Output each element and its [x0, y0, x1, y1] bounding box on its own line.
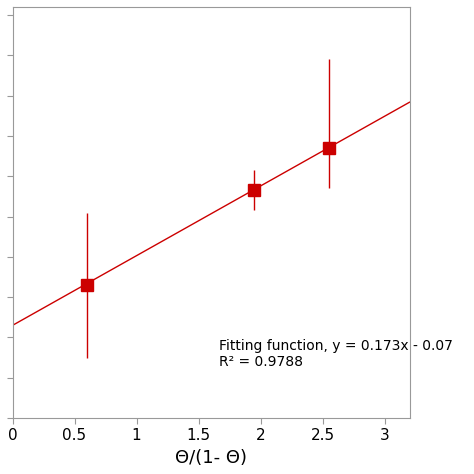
X-axis label: Θ/(1- Θ): Θ/(1- Θ)	[175, 449, 247, 467]
Text: Fitting function, y = 0.173x - 0.07
R² = 0.9788: Fitting function, y = 0.173x - 0.07 R² =…	[219, 338, 453, 369]
